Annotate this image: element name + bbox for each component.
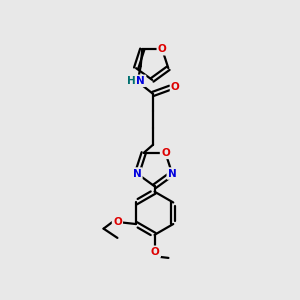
- Text: O: O: [171, 82, 180, 92]
- Text: H: H: [127, 76, 136, 86]
- Text: O: O: [161, 148, 170, 158]
- Text: O: O: [151, 247, 160, 257]
- Text: O: O: [113, 217, 122, 227]
- Text: N: N: [136, 76, 145, 86]
- Text: N: N: [168, 169, 176, 178]
- Text: O: O: [158, 44, 167, 54]
- Text: N: N: [133, 169, 141, 178]
